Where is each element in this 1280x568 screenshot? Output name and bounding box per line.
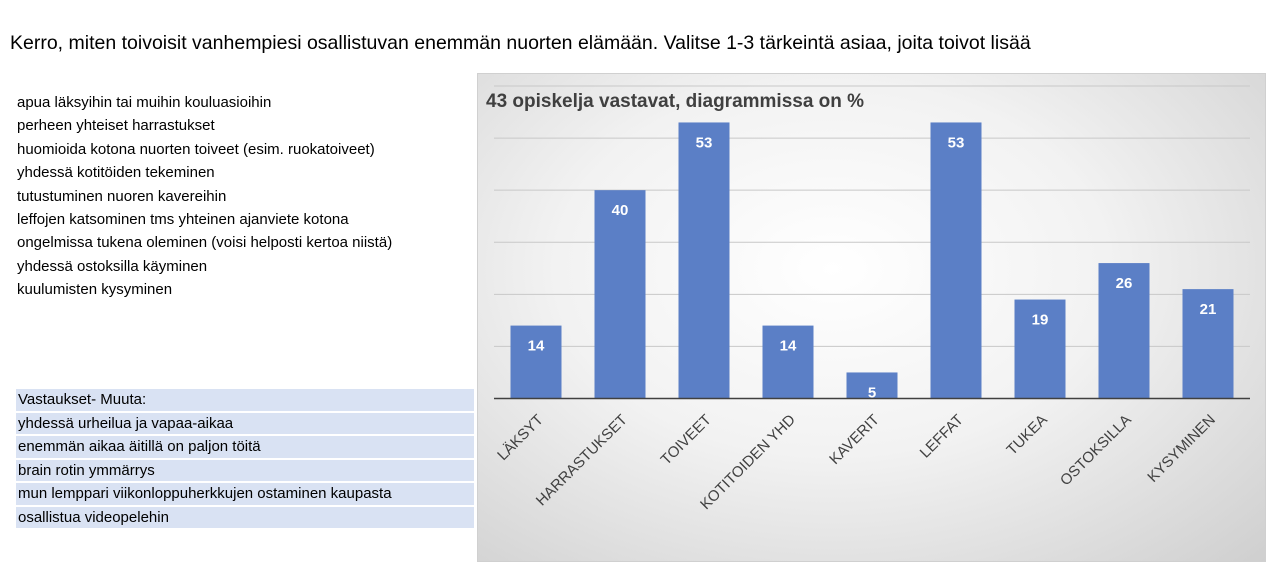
x-tick-label: TUKEA: [1003, 411, 1050, 458]
x-tick-label: HARRASTUKSET: [533, 411, 631, 509]
bar: [846, 372, 898, 399]
bar-value-label: 53: [696, 134, 713, 151]
bar-value-label: 21: [1200, 301, 1217, 318]
chart-title: 43 opiskelja vastavat, diagrammissa on %: [486, 91, 864, 112]
x-tick-label: KOTITOIDEN YHD: [697, 411, 799, 513]
bar: [678, 122, 730, 399]
bar-value-label: 19: [1032, 312, 1049, 329]
bar-value-label: 5: [868, 384, 876, 401]
bar: [762, 325, 814, 399]
answer-row: brain rotin ymmärrys: [16, 459, 474, 481]
bar-value-label: 14: [528, 338, 545, 355]
option-item: yhdessä kotitöiden tekeminen: [17, 164, 215, 182]
x-tick-label: OSTOKSILLA: [1057, 411, 1135, 489]
answer-row: mun lemppari viikonloppuherkkujen ostami…: [16, 483, 474, 505]
bar: [1014, 299, 1066, 399]
x-tick-label: TOIVEET: [658, 411, 715, 468]
chart-panel: 43 opiskelja vastavat, diagrammissa on %…: [477, 73, 1266, 562]
option-item: leffojen katsominen tms yhteinen ajanvie…: [17, 211, 349, 229]
bar: [1182, 289, 1234, 399]
x-tick-label: KAVERIT: [826, 411, 883, 468]
question-heading: Kerro, miten toivoisit vanhempiesi osall…: [10, 32, 1031, 54]
bar: [930, 122, 982, 399]
bar-chart: 43 opiskelja vastavat, diagrammissa on %…: [486, 85, 1250, 513]
bar: [1098, 263, 1150, 399]
x-tick-label: LEFFAT: [917, 411, 967, 461]
answer-row: osallistua videopelehin: [16, 506, 474, 528]
bar-value-label: 14: [780, 338, 797, 355]
option-list: apua läksyihin tai muihin kouluasioihin …: [17, 91, 392, 302]
option-item: apua läksyihin tai muihin kouluasioihin: [17, 94, 272, 111]
option-item: yhdessä ostoksilla käyminen: [17, 257, 208, 275]
x-tick-label: KYSYMINEN: [1144, 411, 1219, 486]
bar-value-label: 40: [612, 202, 629, 219]
answer-row: yhdessä urheilua ja vapaa-aikaa: [16, 412, 474, 434]
bar: [594, 190, 646, 399]
bar-value-label: 26: [1116, 275, 1133, 292]
option-item: ongelmissa tukena oleminen (voisi helpos…: [17, 234, 393, 252]
bars: 14 40 53 14 5 53 19 26 21: [510, 122, 1234, 401]
answers-header: Vastaukset- Muuta:: [16, 389, 474, 411]
option-item: tutustuminen nuoren kavereihin: [17, 187, 227, 205]
x-tick-label: LÄKSYT: [494, 411, 547, 464]
answer-row: enemmän aikaa äitillä on paljon töitä: [16, 436, 474, 458]
bar-value-label: 53: [948, 134, 965, 151]
bar: [510, 325, 562, 399]
option-item: huomioida kotona nuorten toiveet (esim. …: [17, 140, 375, 158]
other-answers-table: Vastaukset- Muuta: yhdessä urheilua ja v…: [16, 389, 474, 530]
option-item: perheen yhteiset harrastukset: [17, 117, 215, 135]
option-item: kuulumisten kysyminen: [17, 281, 173, 299]
